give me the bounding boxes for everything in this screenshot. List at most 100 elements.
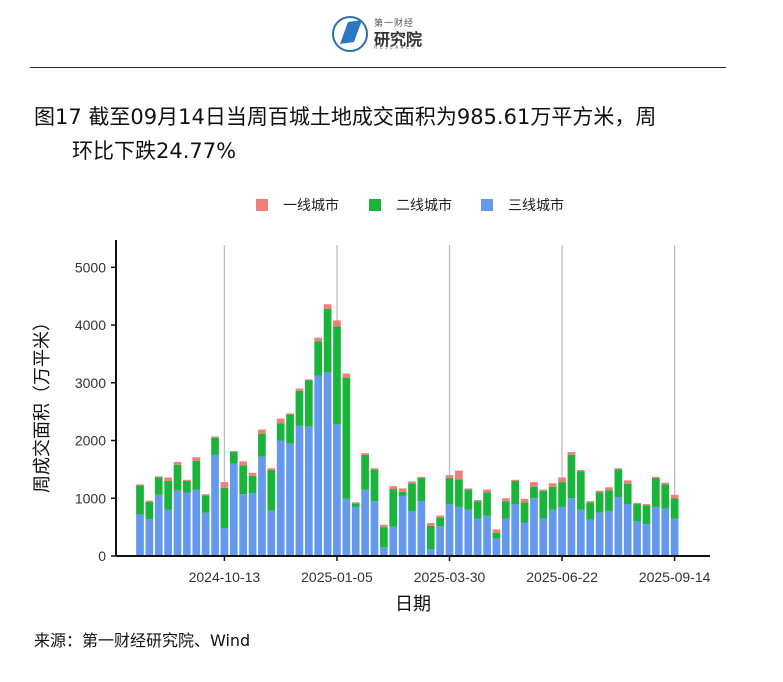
bar-segment [220,487,229,529]
bar-segment [661,482,670,485]
bar-segment [145,500,154,502]
bar-segment [398,495,407,556]
brand-logo-icon [332,16,368,52]
y-tick-label: 3000 [75,375,106,391]
bar-segment [351,502,360,504]
bar-segment [511,480,520,505]
bar-segment [483,515,491,556]
bar-segment [370,468,379,470]
x-tick-label: 2025-01-05 [301,569,373,585]
bar-segment [380,547,388,556]
y-tick-label: 2000 [75,433,106,449]
bar-segment [248,475,257,494]
bar-segment [136,484,144,486]
bar-segment [436,517,444,526]
bar-segment [370,501,379,556]
bar-segment [473,518,482,556]
bar-segment [652,476,660,479]
bar-segment [576,469,585,472]
bar-segment [614,468,623,470]
legend-swatch [481,199,493,211]
bar-segment [154,494,163,556]
bar-segment [548,486,557,510]
bar-segment [333,320,341,327]
bar-segment [633,521,641,556]
bar-segment [417,476,426,479]
bar-segment [605,490,613,511]
bar-segment [455,506,463,556]
bar-segment [351,506,360,556]
y-tick-label: 4000 [75,317,106,333]
bar-segment [361,453,369,455]
bar-segment [633,504,641,522]
source-note: 来源：第一财经研究院、Wind [34,631,251,650]
bar-segment [595,490,604,493]
bar-segment [417,478,426,502]
bar-segment [408,510,416,556]
bar-segment [605,487,613,491]
bar-segment [492,529,501,533]
bar-segment [314,337,323,342]
bar-segment [248,493,257,556]
bar-segment [623,504,632,556]
bar-segment [267,469,276,511]
bar-segment [623,483,632,505]
header-divider [30,67,726,68]
bar-segment [304,380,313,427]
bar-segment [473,501,482,519]
bar-segment [389,489,398,527]
figure-title-line2: 环比下跌24.77% [72,139,237,163]
bar-segment [483,492,491,516]
bar-segment [136,514,144,556]
bar-segment [351,503,360,507]
bar-segment [389,526,398,556]
chart-legend: 一线城市 二线城市 三线城市 [256,197,564,213]
bar-segment [436,525,444,556]
brand-sub-text: RESEARCH [374,45,417,51]
brand-logo: 第一财经 研究院 RESEARCH [330,12,440,56]
bar-segment [530,498,538,556]
bar-segment [567,454,576,499]
bar-segment [229,463,238,556]
bar-segment [464,488,473,490]
bar-segment [539,518,548,556]
legend-label: 二线城市 [396,197,452,213]
bar-segment [436,515,444,518]
bar-segment [304,426,313,556]
bar-segment [248,472,257,476]
legend-swatch [369,199,381,211]
bar-segment [220,528,229,556]
bar-segment [323,304,332,309]
bar-segment [426,525,435,550]
bar-segment [239,494,248,556]
figure-title-line1: 图17 截至09月14日当周百城土地成交面积为985.61万平方米，周 [34,105,657,129]
bar-segment [586,502,595,520]
bar-segment [276,423,285,441]
bar-segment [173,464,182,491]
bar-segment [304,379,313,381]
bar-segment [201,512,210,556]
bar-segment [286,413,294,415]
bar-segment [333,326,341,425]
bar-segment [192,457,201,461]
bar-segment [558,477,566,483]
bar-segment [445,475,454,479]
bar-segment [164,477,172,481]
bar-segment [342,498,351,556]
bar-segment [211,437,219,455]
x-tick-label: 2025-03-30 [414,569,486,585]
bar-segment [229,450,238,453]
bar-segment [595,512,604,556]
bar-segment [501,501,510,519]
bar-segment [136,485,144,515]
bar-segment [501,518,510,556]
bar-segment [398,488,407,492]
bar-segment [539,490,548,519]
bar-segment [183,480,191,493]
figure-title: 图17 截至09月14日当周百城土地成交面积为985.61万平方米，周 环比下跌… [34,100,734,168]
legend-swatch [256,199,268,211]
bar-segment [652,506,660,556]
bar-segment [173,490,182,556]
bar-segment [145,501,154,520]
legend-label: 一线城市 [283,197,339,213]
